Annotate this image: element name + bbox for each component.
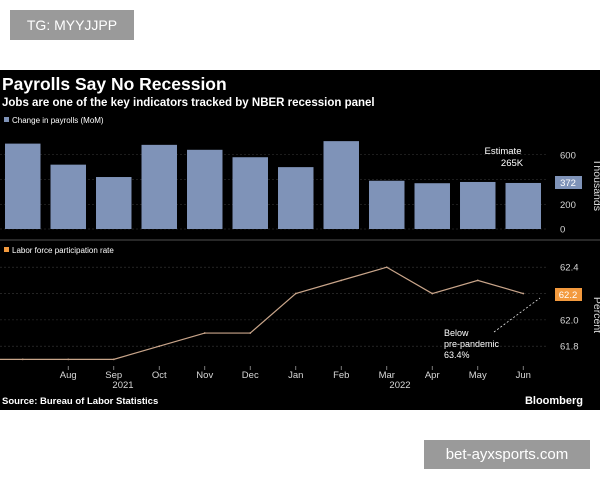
chart-subtitle: Jobs are one of the key indicators track… xyxy=(2,97,375,109)
bar-nov xyxy=(187,149,223,229)
source-note: Source: Bureau of Labor Statistics xyxy=(2,396,158,407)
x-tick-label-feb: Feb xyxy=(333,370,349,381)
x-tick-label-oct: Oct xyxy=(152,370,167,381)
bar-y-tick-label: 600 xyxy=(560,150,576,161)
line-last-value-label: 62.2 xyxy=(559,290,578,301)
line-point-feb xyxy=(340,279,343,282)
line-last-value-badge xyxy=(555,288,582,301)
line-point-nov xyxy=(203,332,206,334)
line-point-jul xyxy=(21,358,24,361)
bar-legend-label: Change in payrolls (MoM) xyxy=(12,116,104,125)
bar-y-axis-label: Thousands xyxy=(591,159,600,211)
line-point-may xyxy=(476,279,479,282)
line-annotation-leader xyxy=(493,297,541,333)
line-y-tick-label: 62.0 xyxy=(560,315,579,326)
line-points xyxy=(21,266,525,361)
bar-annotation-line1: Estimate xyxy=(485,146,522,157)
chart-title: Payrolls Say No Recession xyxy=(2,74,227,94)
line-y-tick-label: 62.4 xyxy=(560,263,579,274)
line-point-jun xyxy=(522,292,525,295)
bar-y-ticks: 0200400600 xyxy=(560,150,576,235)
x-tick-label-aug: Aug xyxy=(60,370,77,381)
bloomberg-logo: Bloomberg xyxy=(525,395,583,407)
year-label-2022: 2022 xyxy=(389,380,410,391)
line-gridlines xyxy=(0,266,548,347)
x-tick-label-nov: Nov xyxy=(196,370,213,381)
bar-oct xyxy=(141,144,177,229)
bar-jun xyxy=(505,182,541,229)
line-point-sep xyxy=(112,358,115,361)
bar-last-value-badge xyxy=(555,176,582,189)
line-point-apr xyxy=(431,292,434,295)
x-tick-label-may: May xyxy=(469,370,487,381)
line-annotation-line2: pre-pandemic xyxy=(444,339,500,349)
watermark-tag: TG: MYYJJPP xyxy=(10,10,134,40)
bar-last-value-label: 372 xyxy=(560,178,576,189)
x-tick-label-dec: Dec xyxy=(242,370,259,381)
bar-aug xyxy=(50,164,86,229)
bar-annotation-line2: 265K xyxy=(501,158,524,169)
bar-y-tick-label: 0 xyxy=(560,225,565,236)
line-point-jan xyxy=(294,292,297,295)
line-y-tick-label: 61.8 xyxy=(560,342,579,353)
bar-may xyxy=(460,181,496,229)
bar-legend-swatch xyxy=(4,117,9,122)
bar-feb xyxy=(323,141,359,229)
chart-svg: Payrolls Say No Recession Jobs are one o… xyxy=(0,74,600,407)
bar-mar xyxy=(369,180,405,229)
bar-dec xyxy=(232,157,268,229)
x-tick-label-jun: Jun xyxy=(516,370,531,381)
bar-apr xyxy=(414,183,450,229)
line-legend-swatch xyxy=(4,247,9,252)
bar-jan xyxy=(278,167,314,229)
x-tick-label-jan: Jan xyxy=(288,370,303,381)
line-point-dec xyxy=(249,332,252,334)
x-tick-label-sep: Sep xyxy=(105,370,122,381)
footer-site-link-text: bet-ayxsports.com xyxy=(445,446,569,463)
line-point-mar xyxy=(385,266,388,269)
bar-jul xyxy=(5,143,41,229)
line-annotation-line3: 63.4% xyxy=(444,350,470,360)
x-tick-label-mar: Mar xyxy=(379,370,395,381)
footer-site-link[interactable]: bet-ayxsports.com xyxy=(424,440,590,469)
line-y-ticks: 61.8 62.0 62.2 62.4 xyxy=(560,263,579,353)
line-point-oct xyxy=(158,345,161,348)
year-label-2021: 2021 xyxy=(112,380,133,391)
line-y-axis-label: Percent xyxy=(591,297,600,333)
bar-sep xyxy=(96,177,132,229)
x-tick-label-apr: Apr xyxy=(425,370,440,381)
line-point-aug xyxy=(67,358,70,361)
bar-y-tick-label: 200 xyxy=(560,200,576,211)
bar-series xyxy=(5,141,541,229)
bar-gridlines xyxy=(0,154,548,230)
line-annotation-line1: Below xyxy=(444,328,469,338)
line-legend-label: Labor force participation rate xyxy=(12,246,114,255)
chart-panel: Payrolls Say No Recession Jobs are one o… xyxy=(0,70,600,410)
watermark-tag-text: TG: MYYJJPP xyxy=(26,17,118,33)
x-axis-ticks: Aug Sep Oct Nov Dec Jan Feb Mar Apr May Jun xyxy=(60,366,531,381)
